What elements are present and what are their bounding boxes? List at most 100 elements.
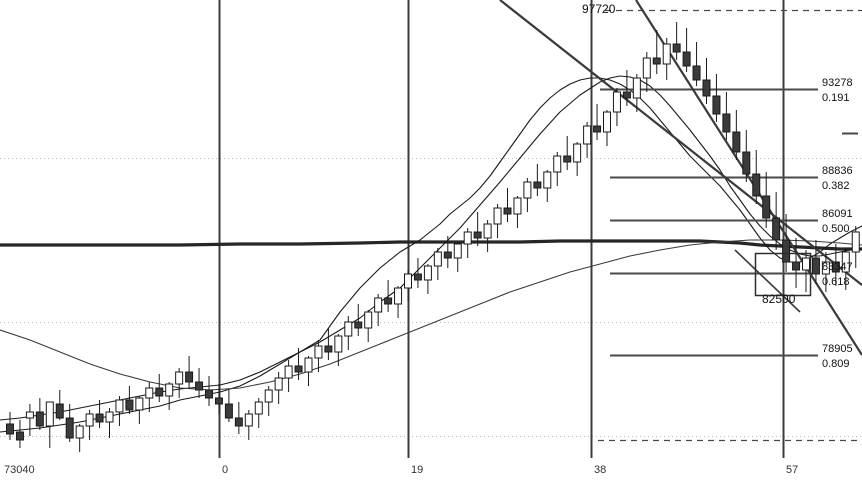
candlestick[interactable]: [264, 386, 273, 416]
candlestick[interactable]: [762, 172, 771, 228]
candlestick[interactable]: [593, 104, 602, 140]
candlestick[interactable]: [314, 340, 323, 372]
selection-diagonal[interactable]: [734, 249, 801, 313]
candlestick[interactable]: [85, 410, 94, 440]
candlestick[interactable]: [851, 226, 860, 268]
candlestick[interactable]: [75, 424, 84, 452]
candlestick[interactable]: [105, 408, 114, 438]
candlestick[interactable]: [573, 142, 582, 176]
fibonacci-ratio-label: 0.500: [822, 223, 850, 235]
lower-descending-trendline[interactable]: [635, 0, 862, 356]
trendlines: [499, 0, 862, 356]
candlestick[interactable]: [642, 52, 651, 92]
candlestick[interactable]: [35, 398, 44, 430]
candlestick[interactable]: [224, 390, 233, 422]
fibonacci-price-label: 93278: [822, 77, 853, 89]
candlestick[interactable]: [195, 368, 204, 398]
candlestick[interactable]: [782, 214, 791, 272]
candlestick[interactable]: [145, 382, 154, 412]
candlestick[interactable]: [384, 280, 393, 312]
candlestick[interactable]: [433, 248, 442, 280]
horizontal-dashed-lines: [598, 9, 862, 442]
candlestick[interactable]: [612, 88, 621, 126]
candlestick[interactable]: [841, 248, 850, 290]
candlestick[interactable]: [712, 74, 721, 122]
candlestick[interactable]: [463, 228, 472, 258]
candlestick[interactable]: [115, 396, 124, 426]
candlestick[interactable]: [65, 404, 74, 442]
candlestick[interactable]: [374, 294, 383, 326]
candlestick[interactable]: [682, 28, 691, 72]
candlestick[interactable]: [214, 384, 223, 414]
candlestick[interactable]: [364, 310, 373, 342]
candlestick[interactable]: [344, 316, 353, 350]
candlestick[interactable]: [55, 390, 64, 420]
candlestick[interactable]: [662, 38, 671, 80]
candlestick[interactable]: [603, 110, 611, 146]
candlestick[interactable]: [831, 244, 840, 286]
candlestick[interactable]: [274, 372, 283, 404]
candlestick[interactable]: [503, 188, 512, 222]
candlestick[interactable]: [533, 164, 542, 196]
candlestick[interactable]: [802, 250, 810, 292]
candlestick[interactable]: [234, 402, 243, 434]
candlestick[interactable]: [692, 42, 701, 86]
candlestick[interactable]: [413, 258, 422, 288]
candlestick[interactable]: [543, 170, 552, 202]
candlestick[interactable]: [453, 242, 462, 272]
candlestick[interactable]: [652, 30, 661, 74]
candlestick[interactable]: [563, 136, 572, 170]
candlestick[interactable]: [155, 374, 164, 402]
candlestick[interactable]: [473, 212, 482, 246]
candlestick[interactable]: [284, 360, 293, 392]
candlestick[interactable]: [493, 204, 502, 238]
candlestick[interactable]: [523, 178, 532, 212]
candlestick[interactable]: [792, 238, 801, 288]
candlestick[interactable]: [254, 398, 263, 428]
candlestick[interactable]: [25, 404, 34, 436]
candlestick[interactable]: [205, 376, 213, 406]
candlestick[interactable]: [821, 252, 830, 292]
candlestick[interactable]: [772, 192, 781, 250]
fibonacci-ratio-label: 0.809: [822, 358, 850, 370]
candlestick[interactable]: [135, 396, 144, 424]
candlestick[interactable]: [752, 150, 761, 204]
candlestick[interactable]: [354, 304, 363, 336]
candlestick[interactable]: [6, 412, 14, 440]
candlestick[interactable]: [304, 356, 313, 386]
candlestick[interactable]: [702, 58, 711, 104]
candlestick[interactable]: [185, 356, 194, 388]
candlestick[interactable]: [45, 401, 54, 448]
ma-short: [0, 77, 862, 433]
candlestick[interactable]: [732, 110, 741, 160]
fibonacci-ratio-label: 0.191: [822, 92, 850, 104]
candlestick[interactable]: [672, 22, 681, 60]
candlestick[interactable]: [175, 368, 184, 398]
candlestick[interactable]: [483, 220, 492, 252]
candlestick[interactable]: [324, 328, 333, 360]
candlestick[interactable]: [244, 410, 253, 440]
candlestick[interactable]: [165, 382, 174, 410]
selection-rectangle[interactable]: [754, 252, 812, 297]
candlestick[interactable]: [423, 264, 432, 294]
candlestick[interactable]: [394, 286, 403, 318]
candlestick[interactable]: [553, 152, 562, 186]
candlestick[interactable]: [404, 270, 412, 302]
candlestick[interactable]: [722, 92, 731, 140]
candlestick[interactable]: [632, 74, 641, 112]
candlestick[interactable]: [583, 122, 592, 158]
candlestick[interactable]: [811, 240, 820, 284]
candlestick[interactable]: [294, 348, 303, 380]
candlestick[interactable]: [513, 196, 522, 228]
candlestick[interactable]: [125, 386, 134, 414]
candlestick[interactable]: [622, 70, 631, 106]
candlestick[interactable]: [334, 334, 343, 366]
candlestick[interactable]: [95, 400, 104, 428]
x-axis-tick-label: 57: [786, 464, 799, 476]
candlestick[interactable]: [742, 130, 751, 182]
candlestick[interactable]: [443, 236, 452, 268]
candlestick[interactable]: [15, 420, 24, 448]
upper-descending-trendline[interactable]: [499, 0, 862, 286]
